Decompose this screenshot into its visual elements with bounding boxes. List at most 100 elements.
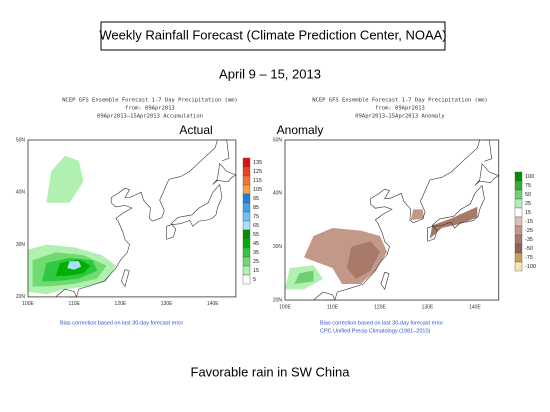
colorbar-swatch <box>242 256 251 267</box>
colorbar-swatch <box>514 261 523 272</box>
colorbar-swatch <box>514 171 523 182</box>
coastline <box>166 183 223 240</box>
panel-header: from: 09Apr2013 <box>375 106 425 112</box>
colorbar-label: 45 <box>253 241 259 247</box>
colorbar-swatch <box>242 157 251 168</box>
coastline <box>380 271 390 291</box>
lon-label: 140E <box>207 301 219 307</box>
panel-header: NCEP GFS Ensemble Forecast 1-7 Day Preci… <box>62 98 238 104</box>
colorbar-label: 35 <box>253 250 259 256</box>
lon-label: 130E <box>422 304 434 310</box>
colorbar-label: 55 <box>253 232 259 238</box>
colorbar-label: 5 <box>253 277 256 283</box>
coastline <box>427 184 485 242</box>
map <box>284 139 500 301</box>
colorbar-swatch <box>242 202 251 213</box>
footnote: Bias correction based on last 30-day for… <box>60 320 183 326</box>
colorbar-swatch <box>514 216 523 227</box>
colorbar-swatch <box>242 238 251 249</box>
colorbar-swatch <box>242 247 251 258</box>
map-border <box>27 139 237 298</box>
footnote: Bias correction based on last 30-day for… <box>320 320 443 326</box>
colorbar-swatch <box>514 234 523 245</box>
colorbar-label: -75 <box>525 255 533 261</box>
lon-label: 110E <box>69 301 81 307</box>
colorbar-swatch <box>242 211 251 222</box>
colorbar-label: 25 <box>253 259 259 265</box>
colorbar-label: 75 <box>525 183 531 189</box>
map-border <box>284 139 500 301</box>
panel-header: 09Apr2013–15Apr2013 Anomaly <box>355 114 445 120</box>
lon-label: 120E <box>374 304 386 310</box>
colorbar-label: 65 <box>253 223 259 229</box>
colorbar-label: 50 <box>525 192 531 198</box>
colorbar-swatch <box>514 189 523 200</box>
colorbar-label: 25 <box>525 201 531 207</box>
footnote: CPC Unified Precip Climatology (1981–201… <box>320 328 431 334</box>
colorbar-label: 15 <box>253 268 259 274</box>
colorbar-label: 115 <box>253 178 262 184</box>
colorbar-swatch <box>242 166 251 177</box>
lon-label: 120E <box>115 301 127 307</box>
title: Weekly Rainfall Forecast (Climate Predic… <box>99 27 446 42</box>
precip-area <box>410 209 425 221</box>
colorbar-label: 105 <box>253 187 262 193</box>
colorbar-label: 75 <box>253 214 259 220</box>
panel-header: NCEP GFS Ensemble Forecast 1-7 Day Preci… <box>312 98 488 104</box>
colorbar-swatch <box>242 175 251 186</box>
lon-label: 110E <box>327 304 339 310</box>
colorbar-swatch <box>514 243 523 254</box>
lat-label: 20N <box>273 297 283 303</box>
colorbar-label: -15 <box>525 219 533 225</box>
colorbar-swatch <box>242 220 251 231</box>
colorbar-label: 85 <box>253 205 259 211</box>
lon-label: 100E <box>22 301 34 307</box>
colorbar-swatch <box>514 207 523 218</box>
lat-label: 40N <box>16 190 26 196</box>
coastline <box>313 139 480 301</box>
lon-label: 130E <box>161 301 173 307</box>
lat-label: 50N <box>16 137 26 143</box>
colorbar-swatch <box>242 274 251 285</box>
colorbar-swatch <box>242 229 251 240</box>
colorbar-label: 125 <box>253 169 262 175</box>
lon-label: 100E <box>279 304 291 310</box>
lat-label: 30N <box>16 242 26 248</box>
colorbar-swatch <box>242 193 251 204</box>
date: April 9 – 15, 2013 <box>219 66 321 81</box>
colorbar-label: -25 <box>525 228 533 234</box>
caption: Favorable rain in SW China <box>191 364 351 379</box>
coastline <box>121 269 130 288</box>
precip-area <box>46 155 84 203</box>
colorbar-swatch <box>242 265 251 276</box>
colorbar-label: 135 <box>253 160 262 166</box>
colorbar-label: 95 <box>253 196 259 202</box>
colorbar-swatch <box>514 180 523 191</box>
precip-area <box>346 241 380 279</box>
panel-label: Actual <box>179 123 212 137</box>
precip-area <box>67 261 82 270</box>
panel-label: Anomaly <box>277 123 324 137</box>
coastline <box>55 139 218 298</box>
map <box>27 139 237 298</box>
precip-area <box>294 270 314 285</box>
colorbar-swatch <box>514 252 523 263</box>
colorbar-swatch <box>242 184 251 195</box>
colorbar-label: -100 <box>525 264 536 270</box>
title-box <box>100 21 446 51</box>
lat-label: 50N <box>273 137 283 143</box>
lon-label: 140E <box>469 304 481 310</box>
lat-label: 30N <box>273 244 283 250</box>
colorbar-label: 15 <box>525 210 531 216</box>
panel-header: from: 09Apr2013 <box>125 106 175 112</box>
precip-area <box>429 206 478 239</box>
colorbar-label: -35 <box>525 237 533 243</box>
lat-label: 40N <box>273 191 283 197</box>
lat-label: 20N <box>16 294 26 300</box>
colorbar-label: 100 <box>525 174 534 180</box>
colorbar-swatch <box>514 198 523 209</box>
panel-header: 09Apr2013–15Apr2013 Accumulation <box>97 114 203 120</box>
colorbar-label: -50 <box>525 246 533 252</box>
colorbar-swatch <box>514 225 523 236</box>
